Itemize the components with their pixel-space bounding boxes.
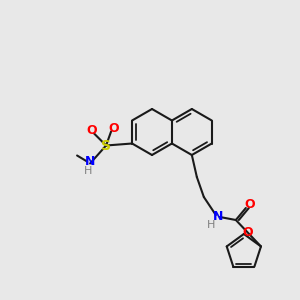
Text: H: H [84, 167, 92, 176]
Text: N: N [85, 155, 95, 168]
Text: O: O [242, 226, 253, 238]
Text: S: S [101, 139, 111, 152]
Text: N: N [213, 211, 223, 224]
Text: O: O [109, 122, 119, 135]
Text: O: O [244, 197, 255, 211]
Text: H: H [207, 220, 215, 230]
Text: O: O [87, 124, 98, 137]
